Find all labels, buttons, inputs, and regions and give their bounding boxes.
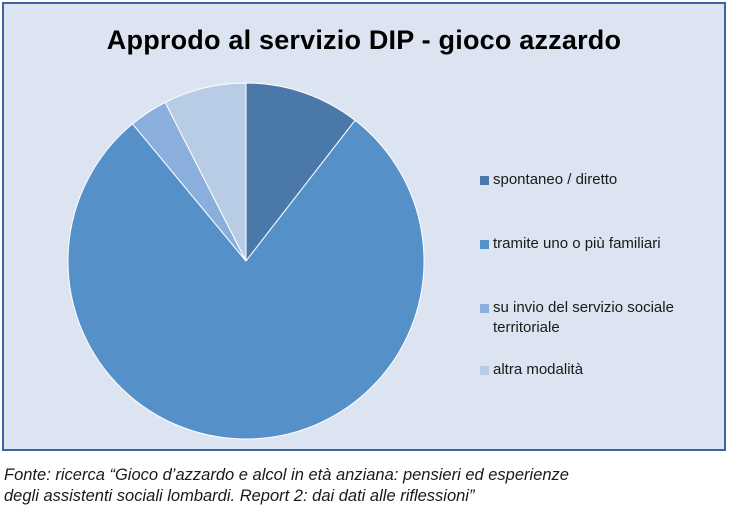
pie-chart xyxy=(67,82,425,440)
pie-slice-2 xyxy=(67,119,425,440)
source-line-2: degli assistenti sociali lombardi. Repor… xyxy=(4,487,475,505)
legend-label-4: altra modalità xyxy=(493,361,584,378)
pie-slice-1 xyxy=(245,82,356,263)
chart-area: Approdo al servizio DIP - gioco azzardo … xyxy=(2,2,726,451)
legend-label-2: tramite uno o più familiari xyxy=(493,235,661,252)
source-note: Fonte: ricerca “Gioco d’azzardo e alcol … xyxy=(4,465,728,507)
legend-swatch-1 xyxy=(480,176,489,185)
legend-item-4: altra modalità xyxy=(480,360,713,380)
legend-swatch-3 xyxy=(480,304,489,313)
legend-label-1: spontaneo / diretto xyxy=(493,171,618,188)
chart-title: Approdo al servizio DIP - gioco azzardo xyxy=(106,25,622,55)
source-line-1: Fonte: ricerca “Gioco d’azzardo e alcol … xyxy=(4,466,569,484)
legend-item-1: spontaneo / diretto xyxy=(480,170,713,190)
pie-slice-4 xyxy=(164,82,247,262)
legend-label-3: su invio del servizio sociale territoria… xyxy=(493,299,674,336)
legend-item-3: su invio del servizio sociale territoria… xyxy=(480,298,713,338)
legend-swatch-2 xyxy=(480,240,489,249)
legend-item-2: tramite uno o più familiari xyxy=(480,234,713,254)
legend-swatch-4 xyxy=(480,366,489,375)
